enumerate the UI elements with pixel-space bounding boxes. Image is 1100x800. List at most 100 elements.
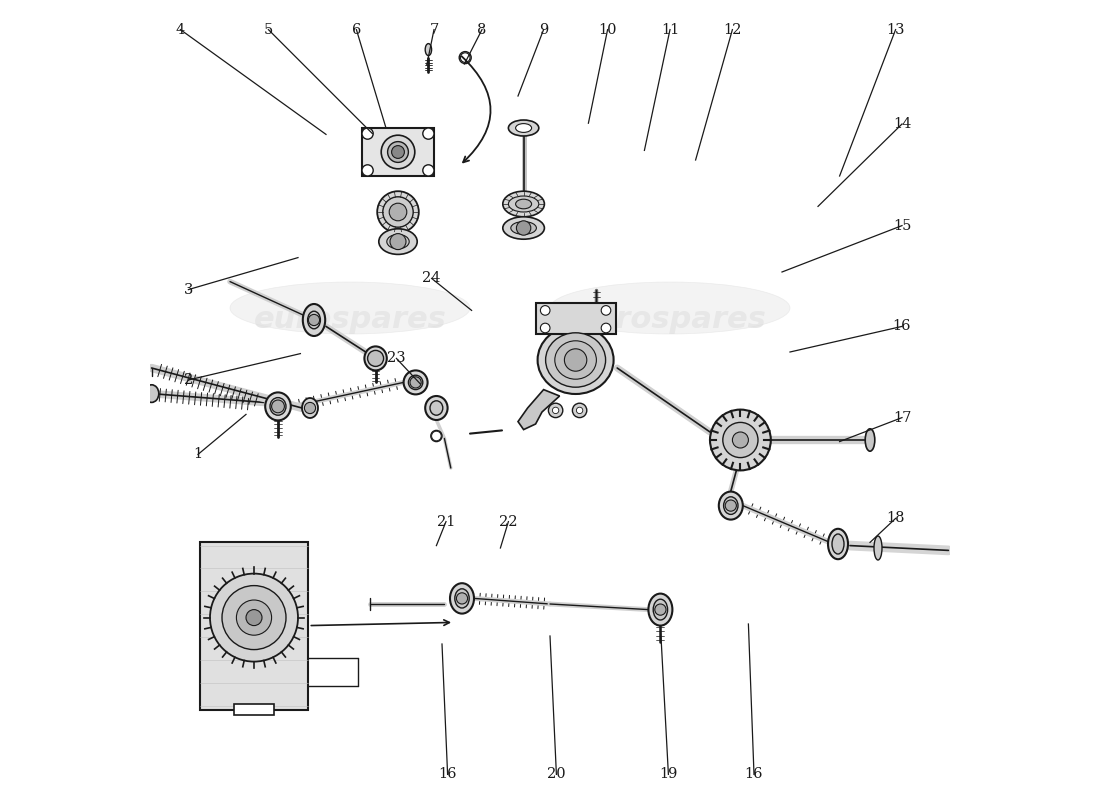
Ellipse shape (450, 583, 474, 614)
Text: 16: 16 (745, 767, 763, 782)
Ellipse shape (270, 398, 286, 415)
Text: 24: 24 (422, 271, 441, 286)
Ellipse shape (308, 311, 320, 329)
Text: 22: 22 (499, 514, 518, 529)
Ellipse shape (508, 196, 539, 212)
Circle shape (576, 407, 583, 414)
Ellipse shape (383, 197, 414, 227)
Ellipse shape (404, 370, 428, 394)
Text: 18: 18 (887, 511, 905, 526)
Circle shape (725, 500, 736, 511)
Circle shape (540, 323, 550, 333)
Text: 7: 7 (429, 22, 439, 37)
Circle shape (367, 350, 384, 366)
Text: 8: 8 (477, 22, 486, 37)
Circle shape (210, 574, 298, 662)
Ellipse shape (387, 234, 409, 249)
Bar (536, 303, 616, 334)
Ellipse shape (510, 222, 537, 234)
Text: 5: 5 (264, 22, 273, 37)
Ellipse shape (265, 392, 290, 421)
Ellipse shape (503, 191, 544, 217)
Bar (234, 704, 274, 715)
Text: 6: 6 (352, 22, 361, 37)
Circle shape (723, 422, 758, 458)
Ellipse shape (874, 536, 882, 560)
Text: eurospares: eurospares (254, 306, 447, 334)
Circle shape (602, 323, 610, 333)
Ellipse shape (302, 304, 326, 336)
Ellipse shape (387, 142, 408, 162)
Ellipse shape (302, 398, 318, 418)
Ellipse shape (718, 491, 743, 520)
Ellipse shape (431, 430, 442, 442)
Ellipse shape (382, 135, 415, 169)
Ellipse shape (648, 594, 672, 626)
Ellipse shape (516, 199, 531, 209)
Ellipse shape (430, 401, 443, 415)
Text: eurospares: eurospares (573, 306, 767, 334)
Ellipse shape (454, 589, 470, 608)
Circle shape (305, 402, 316, 414)
Circle shape (540, 306, 550, 315)
Text: 16: 16 (893, 319, 911, 334)
Circle shape (733, 432, 748, 448)
Ellipse shape (866, 429, 874, 451)
Ellipse shape (144, 385, 158, 402)
Circle shape (602, 306, 610, 315)
Circle shape (422, 165, 435, 176)
Ellipse shape (377, 191, 419, 233)
Circle shape (410, 377, 421, 388)
Text: 12: 12 (723, 22, 741, 37)
Circle shape (422, 128, 435, 139)
Ellipse shape (516, 123, 531, 132)
Ellipse shape (426, 396, 448, 420)
Ellipse shape (554, 341, 596, 379)
Ellipse shape (546, 333, 606, 387)
Text: 9: 9 (539, 22, 548, 37)
Ellipse shape (389, 203, 407, 221)
Ellipse shape (653, 599, 668, 620)
Circle shape (516, 221, 531, 235)
Ellipse shape (832, 534, 844, 554)
Text: 17: 17 (893, 410, 911, 425)
Ellipse shape (459, 51, 471, 63)
Ellipse shape (508, 120, 539, 136)
Circle shape (549, 403, 563, 418)
Text: 1: 1 (194, 447, 202, 462)
Circle shape (246, 610, 262, 626)
Circle shape (390, 234, 406, 250)
Ellipse shape (550, 282, 790, 334)
Circle shape (308, 314, 320, 326)
Ellipse shape (724, 497, 738, 514)
Circle shape (222, 586, 286, 650)
Circle shape (461, 53, 470, 62)
Ellipse shape (503, 217, 544, 239)
Circle shape (272, 400, 285, 413)
Text: 21: 21 (437, 514, 455, 529)
Text: 14: 14 (893, 117, 911, 131)
Circle shape (456, 593, 468, 604)
Circle shape (572, 403, 586, 418)
Ellipse shape (564, 349, 586, 371)
Ellipse shape (538, 326, 614, 394)
Bar (362, 128, 435, 176)
Ellipse shape (426, 43, 431, 55)
Text: 19: 19 (659, 767, 678, 782)
Ellipse shape (230, 282, 470, 334)
Circle shape (654, 604, 666, 615)
Ellipse shape (378, 229, 417, 254)
Polygon shape (518, 390, 560, 430)
Text: 13: 13 (887, 22, 905, 37)
Text: 10: 10 (598, 22, 617, 37)
Text: 3: 3 (184, 282, 194, 297)
Text: 11: 11 (661, 22, 679, 37)
Text: 4: 4 (176, 22, 185, 37)
Ellipse shape (828, 529, 848, 559)
Text: 23: 23 (387, 351, 406, 366)
Text: 20: 20 (547, 767, 565, 782)
Circle shape (552, 407, 559, 414)
Bar (199, 542, 308, 710)
Text: 16: 16 (438, 767, 456, 782)
Ellipse shape (364, 346, 387, 370)
